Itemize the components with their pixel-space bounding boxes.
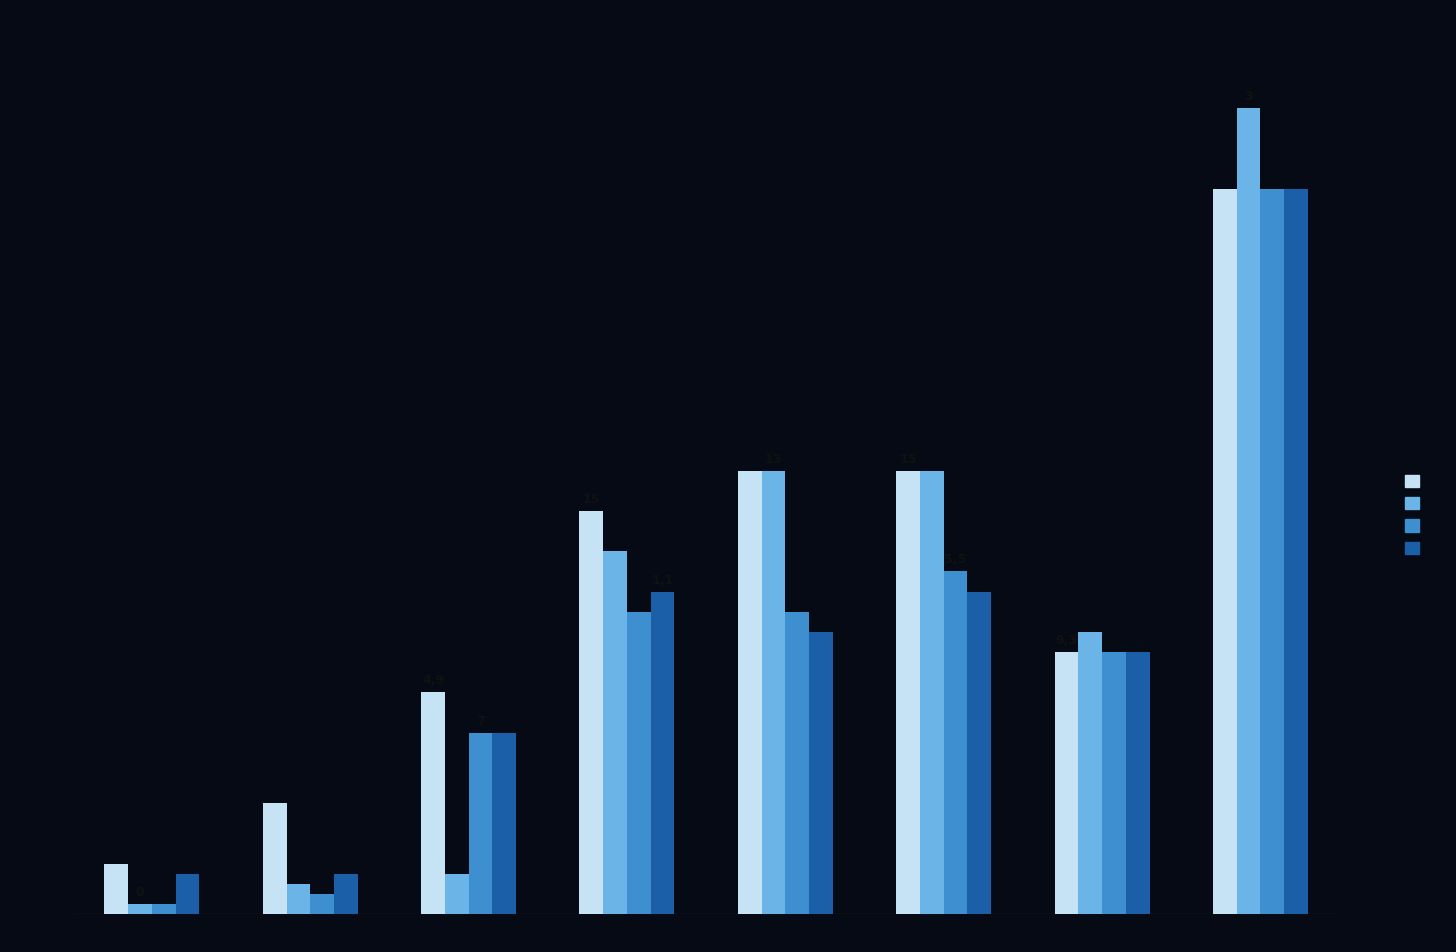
Bar bbox=[579, 511, 603, 914]
Bar bbox=[128, 903, 151, 914]
Bar bbox=[920, 471, 943, 914]
Text: 0: 0 bbox=[135, 884, 144, 898]
Bar bbox=[810, 632, 833, 914]
Text: 4,9: 4,9 bbox=[422, 674, 444, 686]
Bar bbox=[1079, 632, 1102, 914]
Bar bbox=[1102, 652, 1125, 914]
Bar bbox=[603, 552, 628, 914]
Bar bbox=[151, 903, 176, 914]
Text: 13: 13 bbox=[764, 452, 782, 466]
Text: 5,5: 5,5 bbox=[945, 553, 967, 565]
Bar bbox=[967, 592, 992, 914]
Bar bbox=[628, 612, 651, 914]
Bar bbox=[310, 894, 333, 914]
Bar bbox=[176, 874, 199, 914]
Bar bbox=[785, 612, 810, 914]
Bar bbox=[943, 572, 967, 914]
Text: 15: 15 bbox=[582, 492, 600, 506]
Bar bbox=[421, 693, 446, 914]
Bar bbox=[651, 592, 674, 914]
Bar bbox=[287, 883, 310, 914]
Bar bbox=[1125, 652, 1150, 914]
Text: 3: 3 bbox=[1245, 90, 1252, 103]
Bar bbox=[897, 471, 920, 914]
Bar bbox=[469, 733, 492, 914]
Bar bbox=[1213, 189, 1236, 914]
Bar bbox=[446, 874, 469, 914]
Bar bbox=[738, 471, 761, 914]
Bar bbox=[264, 803, 287, 914]
Bar bbox=[761, 471, 785, 914]
Text: 9,3: 9,3 bbox=[1056, 633, 1077, 646]
Bar bbox=[492, 733, 515, 914]
Text: 1,1: 1,1 bbox=[651, 573, 674, 585]
Bar bbox=[1054, 652, 1079, 914]
Bar bbox=[1284, 189, 1307, 914]
Bar bbox=[1236, 109, 1261, 914]
Bar bbox=[105, 863, 128, 914]
Legend: , , , : , , , bbox=[1401, 471, 1434, 560]
Bar bbox=[1261, 189, 1284, 914]
Bar bbox=[333, 874, 358, 914]
Text: 7: 7 bbox=[476, 714, 485, 726]
Text: 15: 15 bbox=[900, 452, 917, 466]
